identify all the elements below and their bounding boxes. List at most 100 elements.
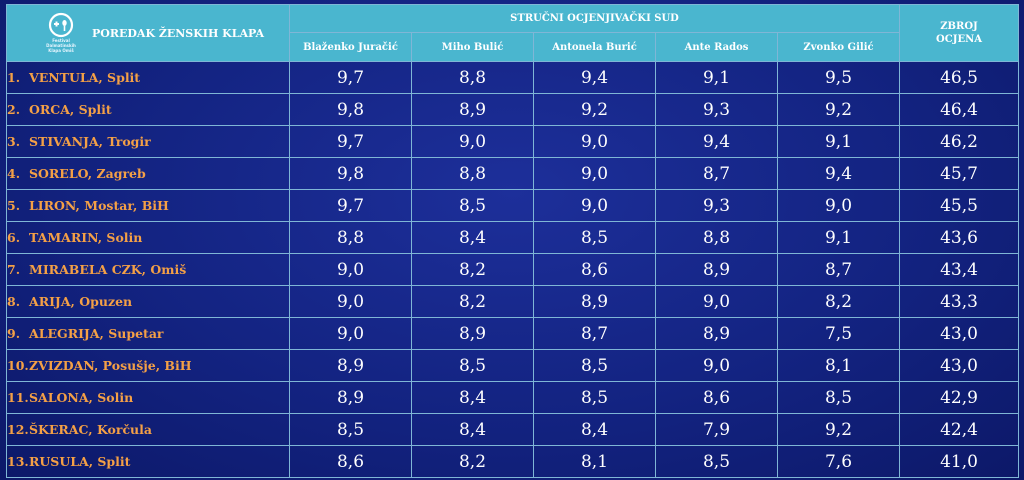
table-row: 6. TAMARIN, Solin 8,8 8,4 8,5 8,8 9,1 43,6 (6, 221, 1020, 254)
judge-score: 8,5 (289, 413, 412, 446)
judge-score: 7,6 (776, 445, 901, 478)
total-header-line-2: OCJENA (936, 34, 982, 45)
judge-score: 8,2 (411, 285, 534, 318)
klapa-name: STIVANJA, Trogir (29, 134, 151, 149)
judge-score: 8,8 (655, 221, 778, 254)
table-row: 3. STIVANJA, Trogir 9,7 9,0 9,0 9,4 9,1 46,2 (6, 125, 1020, 158)
judge-score: 7,9 (655, 413, 778, 446)
total-score: 42,9 (899, 381, 1020, 414)
klapa-name-cell: 2. ORCA, Split (6, 93, 290, 126)
judge-score: 8,8 (289, 221, 412, 254)
rank-number: 10. (7, 358, 29, 373)
table-row: 4. SORELO, Zagreb 9,8 8,8 9,0 8,7 9,4 45,7 (6, 157, 1020, 190)
judge-score: 9,3 (655, 93, 778, 126)
judge-score: 8,9 (411, 317, 534, 350)
judge-score: 8,6 (655, 381, 778, 414)
judge-score: 9,2 (776, 413, 901, 446)
logo-text-line-1: Festival (52, 38, 70, 43)
judge-score: 8,7 (776, 253, 901, 286)
judge-score: 9,0 (411, 125, 534, 158)
total-score: 43,3 (899, 285, 1020, 318)
table-row: 5. LIRON, Mostar, BiH 9,7 8,5 9,0 9,3 9,0 45,5 (6, 189, 1020, 222)
judge-score: 8,5 (411, 189, 534, 222)
klapa-name: MIRABELA CZK, Omiš (29, 262, 187, 277)
judge-score: 9,8 (289, 157, 412, 190)
klapa-name-cell: 9. ALEGRIJA, Supetar (6, 317, 290, 350)
rank-number: 12. (7, 422, 29, 437)
judge-score: 9,4 (533, 61, 656, 94)
klapa-name: ALEGRIJA, Supetar (29, 326, 164, 341)
judge-score: 9,0 (655, 285, 778, 318)
judge-score: 8,5 (533, 349, 656, 382)
judge-score: 8,8 (411, 157, 534, 190)
rank-number: 3. (7, 134, 21, 149)
rank-number: 4. (7, 166, 21, 181)
total-score: 43,0 (899, 349, 1020, 382)
klapa-name-cell: 10.ZVIZDAN, Posušje, BiH (6, 349, 290, 382)
judge-score: 9,4 (655, 125, 778, 158)
klapa-name: RUSULA, Split (29, 454, 131, 469)
judge-score: 9,0 (533, 189, 656, 222)
table-row: 8. ARIJA, Opuzen 9,0 8,2 8,9 9,0 8,2 43,3 (6, 285, 1020, 318)
table-row: 1. VENTULA, Split 9,7 8,8 9,4 9,1 9,5 46,5 (6, 61, 1020, 94)
total-score: 46,2 (899, 125, 1020, 158)
table-row: 2. ORCA, Split 9,8 8,9 9,2 9,3 9,2 46,4 (6, 93, 1020, 126)
rank-number: 5. (7, 198, 21, 213)
judge-score: 9,2 (776, 93, 901, 126)
klapa-name-cell: 6. TAMARIN, Solin (6, 221, 290, 254)
judge-score: 9,0 (289, 317, 412, 350)
table-row: 11.SALONA, Solin 8,9 8,4 8,5 8,6 8,5 42,9 (6, 381, 1020, 414)
judge-score: 9,0 (533, 157, 656, 190)
judge-score: 8,7 (655, 157, 778, 190)
klapa-name-cell: 13.RUSULA, Split (6, 445, 290, 478)
judge-header: Miho Bulić (411, 32, 534, 62)
rank-number: 11. (7, 390, 29, 405)
table-row: 10.ZVIZDAN, Posušje, BiH 8,9 8,5 8,5 9,0 8,1 4… (6, 349, 1020, 382)
judge-score: 9,1 (655, 61, 778, 94)
judge-score: 9,0 (776, 189, 901, 222)
klapa-name-cell: 5. LIRON, Mostar, BiH (6, 189, 290, 222)
judge-score: 9,3 (655, 189, 778, 222)
judge-score: 8,5 (655, 445, 778, 478)
title-header-cell: Festival Dalmatinskih Klapa Omiš POREDAK… (6, 4, 290, 62)
judge-score: 8,5 (533, 381, 656, 414)
table-row: 13.RUSULA, Split 8,6 8,2 8,1 8,5 7,6 41,0 (6, 445, 1020, 478)
judge-score: 9,1 (776, 125, 901, 158)
judge-header: Ante Rados (655, 32, 778, 62)
rank-number: 13. (7, 454, 29, 469)
judge-score: 9,1 (776, 221, 901, 254)
judge-score: 9,0 (289, 285, 412, 318)
total-score: 42,4 (899, 413, 1020, 446)
judge-score: 8,6 (533, 253, 656, 286)
klapa-name-cell: 11.SALONA, Solin (6, 381, 290, 414)
judge-score: 8,2 (776, 285, 901, 318)
judge-score: 9,7 (289, 125, 412, 158)
klapa-name-cell: 8. ARIJA, Opuzen (6, 285, 290, 318)
judge-score: 8,1 (776, 349, 901, 382)
judge-score: 8,9 (289, 349, 412, 382)
judge-score: 8,5 (411, 349, 534, 382)
rank-number: 9. (7, 326, 21, 341)
total-score: 43,4 (899, 253, 1020, 286)
judge-score: 8,5 (776, 381, 901, 414)
logo-text-line-2: Dalmatinskih (46, 43, 76, 48)
page-title: POREDAK ŽENSKIH KLAPA (91, 26, 265, 40)
rank-number: 7. (7, 262, 21, 277)
judge-score: 9,7 (289, 189, 412, 222)
klapa-name: ŠKERAC, Korčula (29, 422, 152, 437)
judge-header: Zvonko Gilić (776, 32, 901, 62)
total-score: 43,6 (899, 221, 1020, 254)
total-score: 45,5 (899, 189, 1020, 222)
judge-score: 9,4 (776, 157, 901, 190)
judge-score: 8,8 (411, 61, 534, 94)
festival-logo-icon (48, 12, 74, 38)
judge-score: 9,0 (655, 349, 778, 382)
klapa-name: ZVIZDAN, Posušje, BiH (29, 358, 192, 373)
judge-score: 8,1 (533, 445, 656, 478)
total-score: 43,0 (899, 317, 1020, 350)
total-score: 45,7 (899, 157, 1020, 190)
total-header-line-1: ZBROJ (940, 21, 978, 32)
jury-header: STRUČNI OCJENJIVAČKI SUD (288, 4, 901, 33)
results-body: 1. VENTULA, Split 9,7 8,8 9,4 9,1 9,5 46,5 2. ORC… (6, 61, 1020, 478)
judge-score: 8,4 (411, 381, 534, 414)
